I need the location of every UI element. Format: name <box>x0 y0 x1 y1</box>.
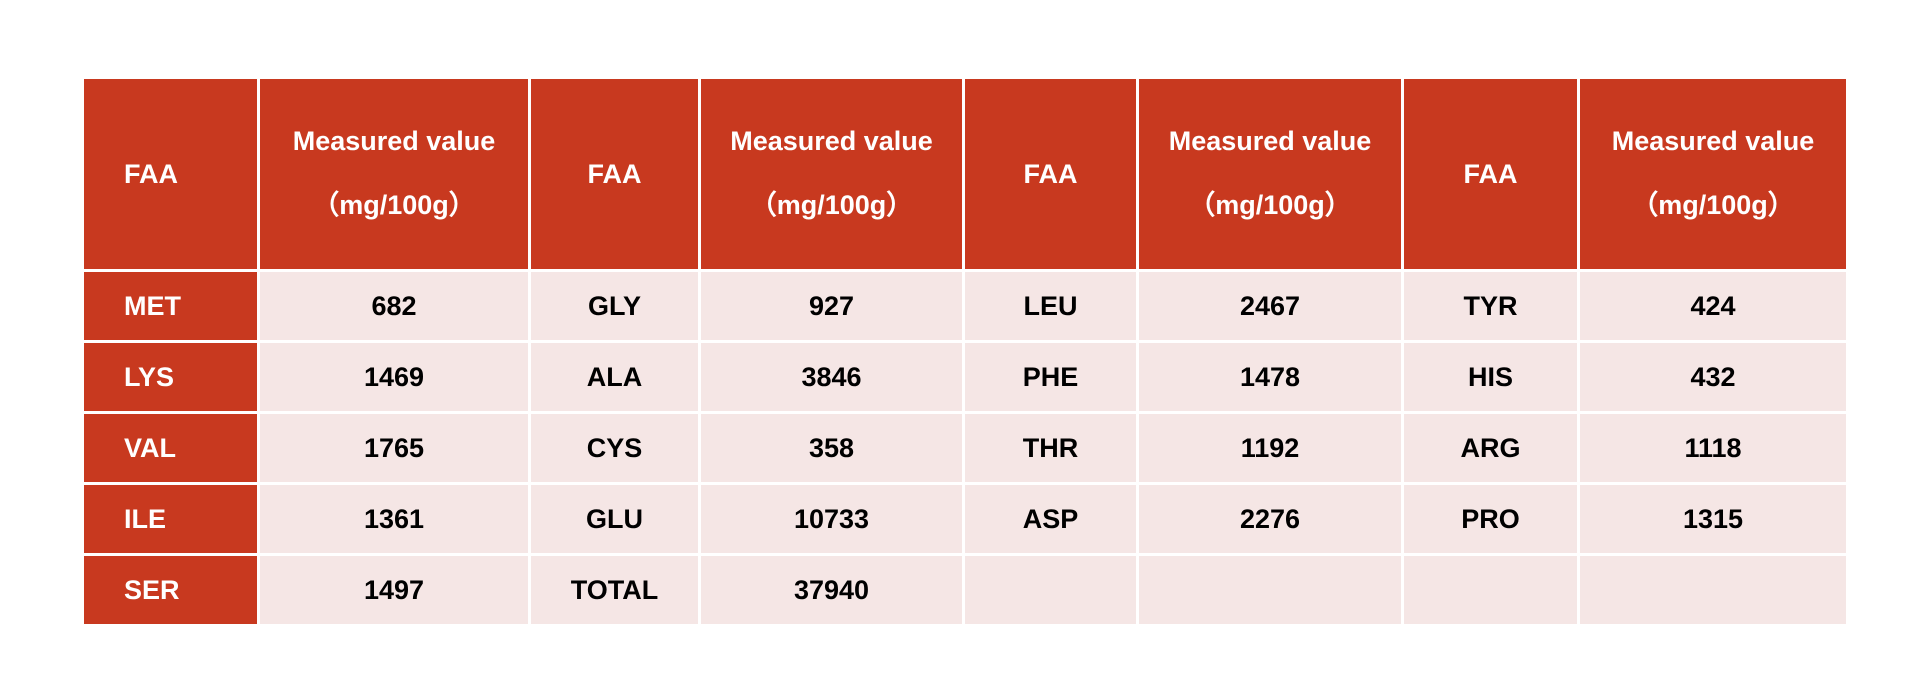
amino-acid-cell: LYS <box>81 340 260 414</box>
header-cell: FAA <box>1401 76 1580 272</box>
header-cell: Measured value （mg/100g） <box>698 76 965 272</box>
empty-cell <box>962 553 1139 627</box>
header-cell: FAA <box>81 76 260 272</box>
value-cell: 10733 <box>698 482 965 556</box>
amino-acid-cell: THR <box>962 411 1139 485</box>
faa-table: FAA Measured value （mg/100g） FAA Measured va… <box>81 76 1849 627</box>
value-cell: 1361 <box>257 482 531 556</box>
value-cell: 37940 <box>698 553 965 627</box>
header-label: FAA <box>1463 158 1518 189</box>
data-row: SER 1497 TOTAL 37940 <box>81 553 1849 627</box>
amino-acid-cell: CYS <box>528 411 701 485</box>
header-unit: （mg/100g） <box>1188 190 1352 220</box>
header-row: FAA Measured value （mg/100g） FAA Measured va… <box>81 76 1849 272</box>
header-cell: Measured value （mg/100g） <box>257 76 531 272</box>
value-cell: 3846 <box>698 340 965 414</box>
value-cell: 682 <box>257 269 531 343</box>
data-row: ILE 1361 GLU 10733 ASP 2276 PRO 1315 <box>81 482 1849 556</box>
value-cell: 1497 <box>257 553 531 627</box>
header-unit: （mg/100g） <box>312 190 476 220</box>
header-label: Measured value <box>730 126 933 156</box>
empty-cell <box>1136 553 1404 627</box>
amino-acid-cell: SER <box>81 553 260 627</box>
data-row: MET 682 GLY 927 LEU 2467 TYR 424 <box>81 269 1849 343</box>
data-row: LYS 1469 ALA 3846 PHE 1478 HIS 432 <box>81 340 1849 414</box>
empty-cell <box>1401 553 1580 627</box>
value-cell: 1765 <box>257 411 531 485</box>
value-cell: 2276 <box>1136 482 1404 556</box>
header-cell: Measured value （mg/100g） <box>1136 76 1404 272</box>
header-label: Measured value <box>1168 126 1372 156</box>
header-unit: （mg/100g） <box>749 190 914 220</box>
value-cell: 358 <box>698 411 965 485</box>
header-label: Measured value <box>292 126 496 156</box>
amino-acid-cell: TOTAL <box>528 553 701 627</box>
header-cell: Measured value （mg/100g） <box>1577 76 1849 272</box>
value-cell: 424 <box>1577 269 1849 343</box>
amino-acid-cell: PRO <box>1401 482 1580 556</box>
header-label: FAA <box>587 158 642 189</box>
value-cell: 1118 <box>1577 411 1849 485</box>
amino-acid-cell: MET <box>81 269 260 343</box>
amino-acid-cell: ILE <box>81 482 260 556</box>
amino-acid-cell: HIS <box>1401 340 1580 414</box>
amino-acid-cell: GLY <box>528 269 701 343</box>
header-label: Measured value <box>1611 126 1815 156</box>
header-label: FAA <box>1023 158 1078 189</box>
value-cell: 1478 <box>1136 340 1404 414</box>
value-cell: 2467 <box>1136 269 1404 343</box>
header-cell: FAA <box>962 76 1139 272</box>
amino-acid-cell: ARG <box>1401 411 1580 485</box>
amino-acid-cell: ALA <box>528 340 701 414</box>
empty-cell <box>1577 553 1849 627</box>
value-cell: 1469 <box>257 340 531 414</box>
header-label: FAA <box>124 158 178 189</box>
amino-acid-cell: GLU <box>528 482 701 556</box>
value-cell: 1192 <box>1136 411 1404 485</box>
amino-acid-cell: ASP <box>962 482 1139 556</box>
value-cell: 927 <box>698 269 965 343</box>
header-unit: （mg/100g） <box>1631 190 1795 220</box>
value-cell: 1315 <box>1577 482 1849 556</box>
amino-acid-cell: LEU <box>962 269 1139 343</box>
amino-acid-cell: PHE <box>962 340 1139 414</box>
header-cell: FAA <box>528 76 701 272</box>
amino-acid-cell: VAL <box>81 411 260 485</box>
value-cell: 432 <box>1577 340 1849 414</box>
data-row: VAL 1765 CYS 358 THR 1192 ARG 1118 <box>81 411 1849 485</box>
amino-acid-cell: TYR <box>1401 269 1580 343</box>
